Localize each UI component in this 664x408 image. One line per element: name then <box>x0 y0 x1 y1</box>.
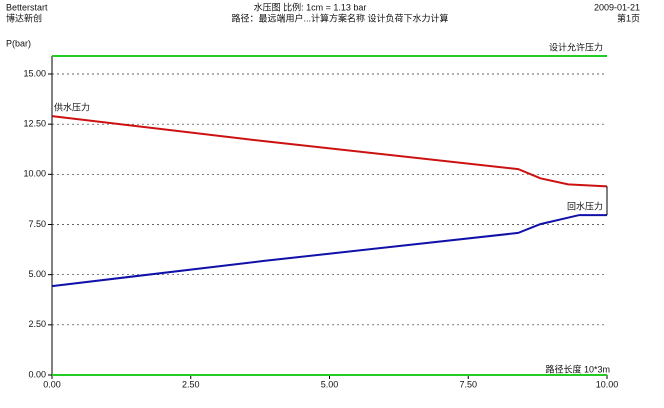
header-right: 第1页 <box>617 12 640 23</box>
x-axis-label: 路径长度 10*3m <box>545 363 610 374</box>
x-tick-label: 7.50 <box>459 379 477 389</box>
header-center: 水压图 比例: 1cm = 1.13 bar <box>254 1 367 12</box>
series-label: 供水压力 <box>54 102 90 113</box>
line <box>51 115 608 188</box>
line <box>51 214 607 288</box>
y-tick-label: 5.00 <box>28 269 46 279</box>
x-tick-label: 10.00 <box>596 379 619 389</box>
header-left: 博达新创 <box>6 12 42 23</box>
x-tick-label: 2.50 <box>182 379 200 389</box>
x-tick-label: 5.00 <box>321 379 339 389</box>
series-label: 回水压力 <box>567 200 603 211</box>
y-tick-label: 15.00 <box>23 68 46 78</box>
y-tick-label: 2.50 <box>28 319 46 329</box>
header-left: Betterstart <box>6 2 48 12</box>
y-tick-label: 12.50 <box>23 119 46 129</box>
y-axis-label: P(bar) <box>6 38 31 48</box>
y-tick-label: 10.00 <box>23 169 46 179</box>
x-tick-label: 0.00 <box>43 379 61 389</box>
header-right: 2009-01-21 <box>594 2 640 12</box>
y-tick-label: 7.50 <box>28 219 46 229</box>
header-center: 路径：最远端用户...计算方案名称 设计负荷下水力计算 <box>231 12 448 23</box>
y-tick-label: 0.00 <box>28 369 46 379</box>
series-label: 设计允许压力 <box>549 41 603 52</box>
